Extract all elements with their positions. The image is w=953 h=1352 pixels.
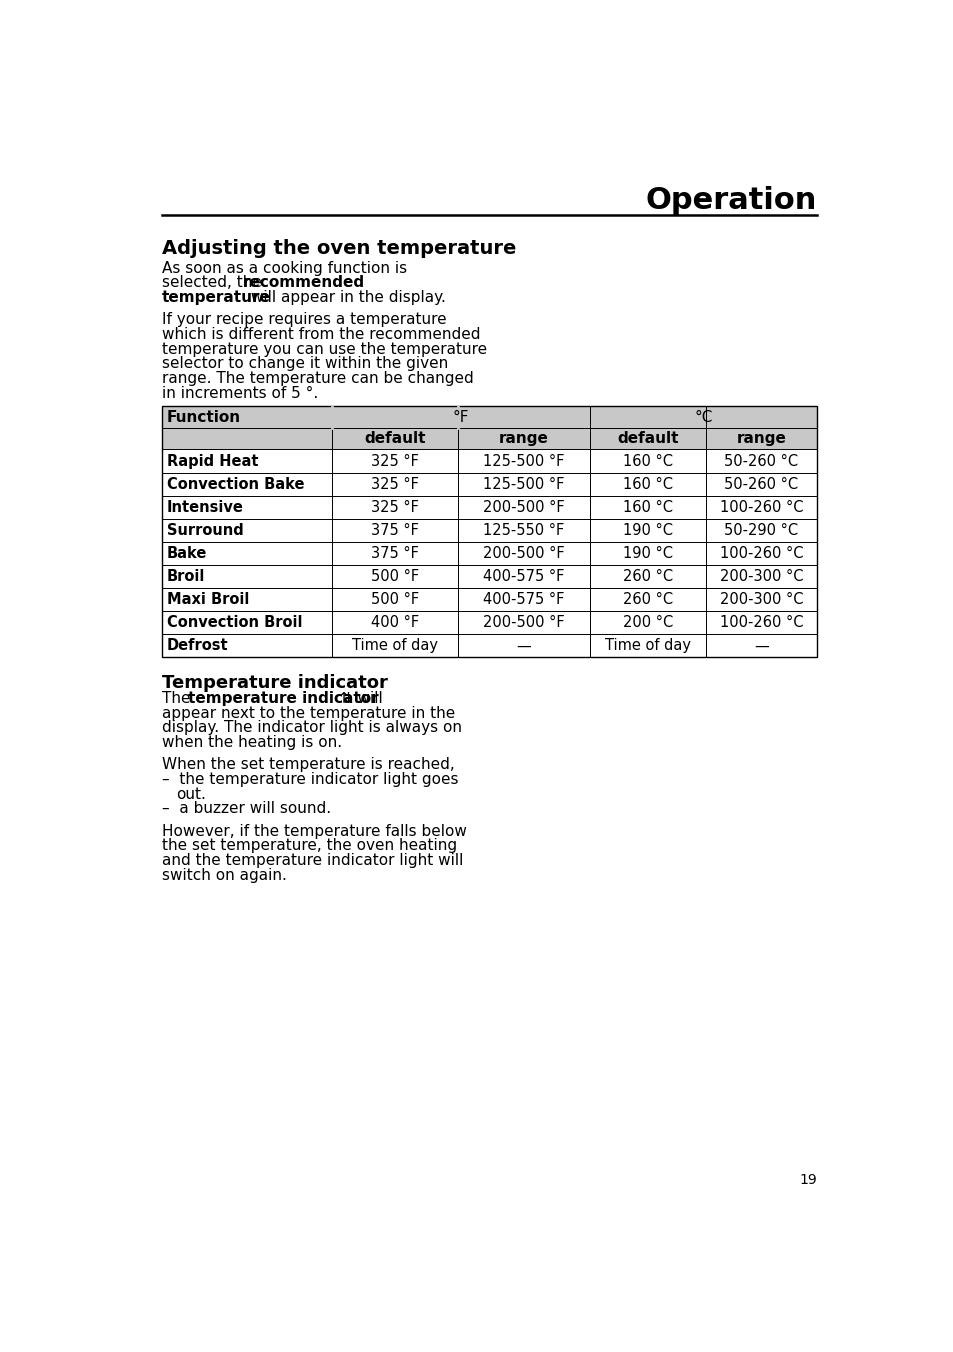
Text: the set temperature, the oven heating: the set temperature, the oven heating (162, 838, 456, 853)
Text: 500 °F: 500 °F (371, 569, 418, 584)
Bar (162, 449, 816, 473)
Text: 50-290 °C: 50-290 °C (723, 523, 798, 538)
Text: Time of day: Time of day (352, 638, 437, 653)
Text: –  a buzzer will sound.: – a buzzer will sound. (162, 802, 331, 817)
Text: 400-575 °F: 400-575 °F (482, 592, 564, 607)
Text: which is different from the recommended: which is different from the recommended (162, 327, 480, 342)
Bar (162, 565, 816, 588)
Text: 400-575 °F: 400-575 °F (482, 569, 564, 584)
Bar (162, 588, 816, 611)
Text: temperature indicator: temperature indicator (188, 691, 378, 706)
Text: However, if the temperature falls below: However, if the temperature falls below (162, 823, 466, 838)
Bar (162, 611, 816, 634)
Text: 375 °F: 375 °F (371, 546, 418, 561)
Text: Convection Broil: Convection Broil (167, 615, 302, 630)
Text: 400 °F: 400 °F (371, 615, 418, 630)
Text: °F: °F (453, 410, 469, 425)
Text: 125-500 °F: 125-500 °F (482, 453, 564, 469)
Text: range. The temperature can be changed: range. The temperature can be changed (162, 370, 473, 385)
Text: 125-500 °F: 125-500 °F (482, 477, 564, 492)
Text: 200-500 °F: 200-500 °F (482, 615, 564, 630)
Text: default: default (617, 431, 678, 446)
Text: temperature you can use the temperature: temperature you can use the temperature (162, 342, 486, 357)
Text: 50-260 °C: 50-260 °C (723, 453, 798, 469)
Text: 190 °C: 190 °C (622, 523, 672, 538)
Bar (162, 407, 816, 427)
Text: default: default (364, 431, 425, 446)
Text: will appear in the display.: will appear in the display. (246, 291, 446, 306)
Text: 325 °F: 325 °F (371, 500, 418, 515)
Text: Maxi Broil: Maxi Broil (167, 592, 249, 607)
Text: and the temperature indicator light will: and the temperature indicator light will (162, 853, 463, 868)
Text: in increments of 5 °.: in increments of 5 °. (162, 385, 317, 400)
Text: As soon as a cooking function is: As soon as a cooking function is (162, 261, 407, 276)
Text: 200 °C: 200 °C (622, 615, 672, 630)
Text: 100-260 °C: 100-260 °C (719, 615, 802, 630)
Text: range: range (736, 431, 785, 446)
Text: out.: out. (175, 787, 206, 802)
Text: ⇅ will: ⇅ will (335, 691, 383, 706)
Text: selected, the: selected, the (162, 276, 266, 291)
Text: display. The indicator light is always on: display. The indicator light is always o… (162, 721, 461, 735)
Text: range: range (498, 431, 548, 446)
Text: °C: °C (693, 410, 712, 425)
Text: 100-260 °C: 100-260 °C (719, 546, 802, 561)
Text: 500 °F: 500 °F (371, 592, 418, 607)
Text: When the set temperature is reached,: When the set temperature is reached, (162, 757, 455, 772)
Text: 160 °C: 160 °C (622, 500, 672, 515)
Text: 375 °F: 375 °F (371, 523, 418, 538)
Text: 125-550 °F: 125-550 °F (482, 523, 564, 538)
Text: If your recipe requires a temperature: If your recipe requires a temperature (162, 312, 446, 327)
Text: Convection Bake: Convection Bake (167, 477, 304, 492)
Bar (162, 496, 816, 519)
Text: 200-500 °F: 200-500 °F (482, 546, 564, 561)
Text: Broil: Broil (167, 569, 205, 584)
Text: Operation: Operation (644, 187, 816, 215)
Text: 260 °C: 260 °C (622, 569, 672, 584)
Text: Rapid Heat: Rapid Heat (167, 453, 257, 469)
Bar (162, 634, 816, 657)
Text: Temperature indicator: Temperature indicator (162, 675, 387, 692)
Text: 325 °F: 325 °F (371, 477, 418, 492)
Text: 19: 19 (799, 1174, 816, 1187)
Bar (162, 473, 816, 496)
Text: switch on again.: switch on again. (162, 868, 287, 883)
Text: recommended: recommended (243, 276, 365, 291)
Text: 200-500 °F: 200-500 °F (482, 500, 564, 515)
Text: –  the temperature indicator light goes: – the temperature indicator light goes (162, 772, 457, 787)
Text: Adjusting the oven temperature: Adjusting the oven temperature (162, 239, 516, 258)
Text: 200-300 °C: 200-300 °C (719, 592, 802, 607)
Text: 260 °C: 260 °C (622, 592, 672, 607)
Text: selector to change it within the given: selector to change it within the given (162, 357, 448, 372)
Text: Time of day: Time of day (604, 638, 690, 653)
Text: The: The (162, 691, 195, 706)
Text: 190 °C: 190 °C (622, 546, 672, 561)
Text: 50-260 °C: 50-260 °C (723, 477, 798, 492)
Text: 160 °C: 160 °C (622, 477, 672, 492)
Text: 100-260 °C: 100-260 °C (719, 500, 802, 515)
Bar (162, 542, 816, 565)
Text: Intensive: Intensive (167, 500, 243, 515)
Text: when the heating is on.: when the heating is on. (162, 735, 341, 750)
Text: 200-300 °C: 200-300 °C (719, 569, 802, 584)
Bar (162, 427, 816, 449)
Bar (162, 519, 816, 542)
Text: Surround: Surround (167, 523, 243, 538)
Text: 325 °F: 325 °F (371, 453, 418, 469)
Text: appear next to the temperature in the: appear next to the temperature in the (162, 706, 455, 721)
Text: 160 °C: 160 °C (622, 453, 672, 469)
Text: —: — (516, 638, 531, 653)
Text: Function: Function (167, 410, 240, 425)
Bar (162, 407, 816, 657)
Text: Defrost: Defrost (167, 638, 228, 653)
Text: temperature: temperature (162, 291, 271, 306)
Text: —: — (753, 638, 768, 653)
Text: Bake: Bake (167, 546, 207, 561)
